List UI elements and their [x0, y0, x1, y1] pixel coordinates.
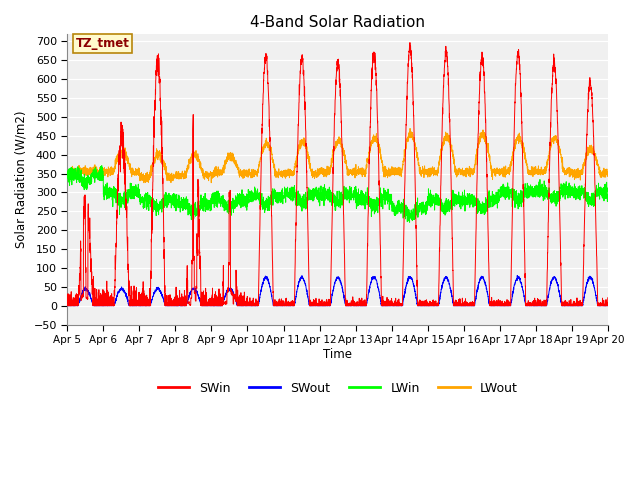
Text: TZ_tmet: TZ_tmet [76, 37, 129, 50]
Y-axis label: Solar Radiation (W/m2): Solar Radiation (W/m2) [15, 110, 28, 248]
Legend: SWin, SWout, LWin, LWout: SWin, SWout, LWin, LWout [152, 377, 522, 400]
Title: 4-Band Solar Radiation: 4-Band Solar Radiation [250, 15, 425, 30]
X-axis label: Time: Time [323, 348, 352, 361]
